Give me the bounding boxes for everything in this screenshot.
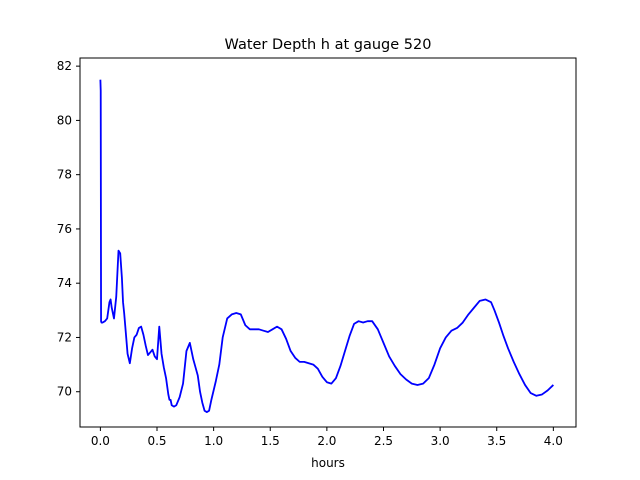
series-line xyxy=(99,79,554,413)
y-axis-ticks: 70 72 74 76 78 80 82 xyxy=(57,59,80,399)
x-tick-label: 3.0 xyxy=(431,434,450,448)
y-tick-label: 80 xyxy=(57,113,72,127)
axes-frame xyxy=(79,57,577,428)
x-tick-label: 2.0 xyxy=(317,434,336,448)
y-tick-label: 72 xyxy=(57,330,72,344)
x-axis-label: hours xyxy=(311,456,345,470)
x-tick-label: 0.5 xyxy=(147,434,166,448)
x-tick-label: 2.5 xyxy=(374,434,393,448)
y-tick-label: 82 xyxy=(57,59,72,73)
plot-area xyxy=(79,57,577,428)
x-axis-ticks: 0.0 0.5 1.0 1.5 2.0 2.5 3.0 3.5 4.0 xyxy=(91,427,563,448)
x-tick-label: 0.0 xyxy=(91,434,110,448)
x-tick-label: 3.5 xyxy=(487,434,506,448)
y-tick-label: 74 xyxy=(57,276,72,290)
x-tick-label: 1.5 xyxy=(261,434,280,448)
x-tick-label: 4.0 xyxy=(544,434,563,448)
y-tick-label: 70 xyxy=(57,385,72,399)
chart-title: Water Depth h at gauge 520 xyxy=(225,37,432,53)
x-tick-label: 1.0 xyxy=(204,434,223,448)
y-tick-label: 78 xyxy=(57,168,72,182)
y-tick-label: 76 xyxy=(57,222,72,236)
